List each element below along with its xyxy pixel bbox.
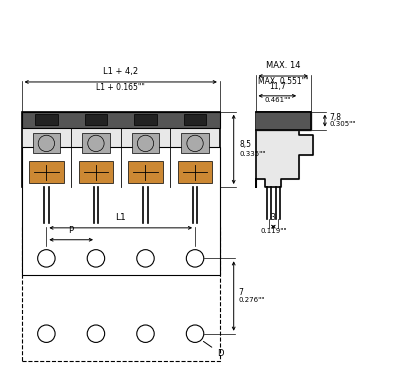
Bar bbox=[29, 161, 64, 183]
Bar bbox=[33, 133, 60, 153]
Text: D: D bbox=[204, 341, 223, 358]
Text: 0.119"": 0.119"" bbox=[260, 228, 286, 234]
Bar bbox=[22, 112, 220, 187]
Bar bbox=[132, 133, 159, 153]
Text: 7: 7 bbox=[238, 288, 243, 297]
Bar bbox=[78, 161, 113, 183]
Text: 0.461"": 0.461"" bbox=[264, 97, 290, 103]
Text: P: P bbox=[68, 226, 74, 235]
Text: MAX. 0.551"": MAX. 0.551"" bbox=[258, 77, 308, 86]
Bar bbox=[22, 227, 220, 361]
Text: 0.305"": 0.305"" bbox=[330, 121, 356, 127]
Polygon shape bbox=[256, 112, 311, 130]
Bar bbox=[22, 147, 220, 275]
Text: L1 + 0.165"": L1 + 0.165"" bbox=[96, 83, 145, 92]
Text: L1 + 4,2: L1 + 4,2 bbox=[103, 67, 138, 76]
Text: 8,5: 8,5 bbox=[240, 140, 252, 149]
Text: 0.335"": 0.335"" bbox=[240, 151, 266, 157]
Bar bbox=[134, 114, 157, 125]
Polygon shape bbox=[256, 112, 313, 187]
Text: 0.276"": 0.276"" bbox=[238, 297, 265, 303]
Bar bbox=[184, 114, 206, 125]
Bar bbox=[85, 114, 107, 125]
Bar bbox=[128, 161, 163, 183]
Bar bbox=[178, 161, 212, 183]
Bar bbox=[35, 114, 58, 125]
Text: 11,7: 11,7 bbox=[269, 82, 286, 91]
Text: 3: 3 bbox=[271, 213, 276, 222]
Text: L1: L1 bbox=[115, 213, 126, 222]
Bar bbox=[82, 133, 110, 153]
Text: 7,8: 7,8 bbox=[330, 113, 342, 122]
Bar bbox=[22, 112, 220, 127]
Text: MAX. 14: MAX. 14 bbox=[266, 61, 300, 70]
Bar bbox=[182, 133, 209, 153]
